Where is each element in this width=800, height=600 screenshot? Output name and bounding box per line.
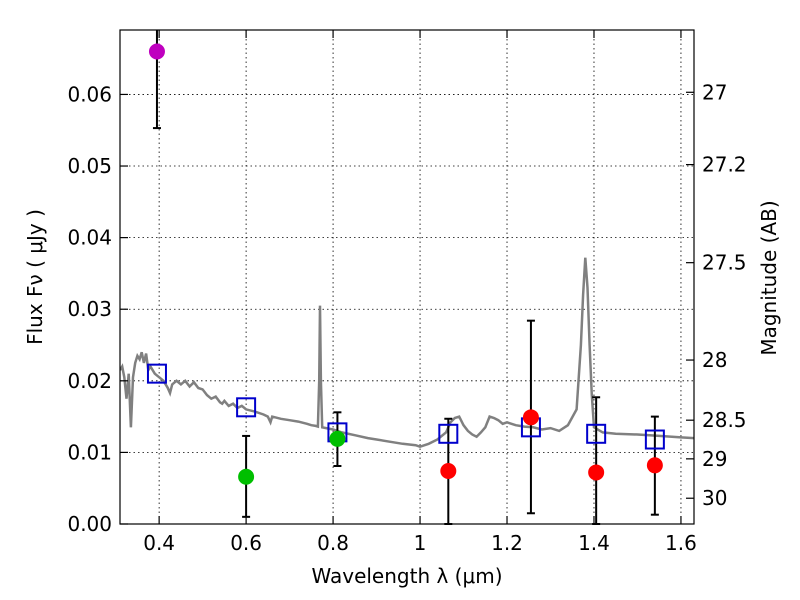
model-photometry-square — [236, 397, 257, 418]
y-tick-label: 0.05 — [67, 154, 112, 178]
observed-point — [329, 430, 346, 447]
y2-tick-label: 30 — [702, 486, 727, 510]
y-tick-label: 0.01 — [67, 440, 112, 464]
y2-tick-label: 28 — [702, 348, 727, 372]
observed-point — [588, 464, 605, 481]
y2-axis-title: Magnitude (AB) — [757, 200, 781, 355]
y2-tick-label: 27.2 — [702, 153, 747, 177]
y2-tick-label: 29 — [702, 447, 727, 471]
model-photometry-square — [586, 423, 607, 444]
observed-point — [148, 43, 165, 60]
x-tick-label: 1.2 — [491, 531, 523, 555]
tick-layer: 0.4 0.6 0.8 1 1.2 1.4 1.6 0.00 0.01 0.02 0.03 0.04 0… — [67, 30, 747, 555]
x-tick-label: 0.6 — [230, 531, 262, 555]
y2-tick-label: 28.5 — [702, 408, 747, 432]
observed-point — [646, 457, 663, 474]
y-tick-label: 0.00 — [67, 512, 112, 536]
x-tick-label: 1.4 — [578, 531, 610, 555]
model-layer — [120, 257, 694, 449]
x-tick-label: 0.4 — [143, 531, 175, 555]
observed-point — [238, 468, 255, 485]
plot-frame — [119, 29, 695, 525]
y-axis-title: Flux Fν ( μJy ) — [23, 209, 47, 345]
grid-layer — [120, 30, 694, 525]
model-photometry-square — [644, 429, 665, 450]
y-tick-label: 0.06 — [67, 82, 112, 106]
y-tick-label: 0.04 — [67, 226, 112, 250]
x-axis-title: Wavelength λ (μm) — [311, 564, 502, 588]
y-tick-label: 0.02 — [67, 369, 112, 393]
observed-point — [440, 463, 457, 480]
x-tick-label: 1.6 — [665, 531, 697, 555]
model-spectrum-line — [120, 257, 694, 449]
model-photometry-square — [438, 423, 459, 444]
observed-point — [522, 409, 539, 426]
y-tick-label: 0.03 — [67, 297, 112, 321]
model-photometry-square — [146, 363, 167, 384]
y2-tick-label: 27 — [702, 80, 727, 104]
x-tick-label: 0.8 — [317, 531, 349, 555]
x-tick-label: 1 — [414, 531, 427, 555]
y2-tick-label: 27.5 — [702, 251, 747, 275]
